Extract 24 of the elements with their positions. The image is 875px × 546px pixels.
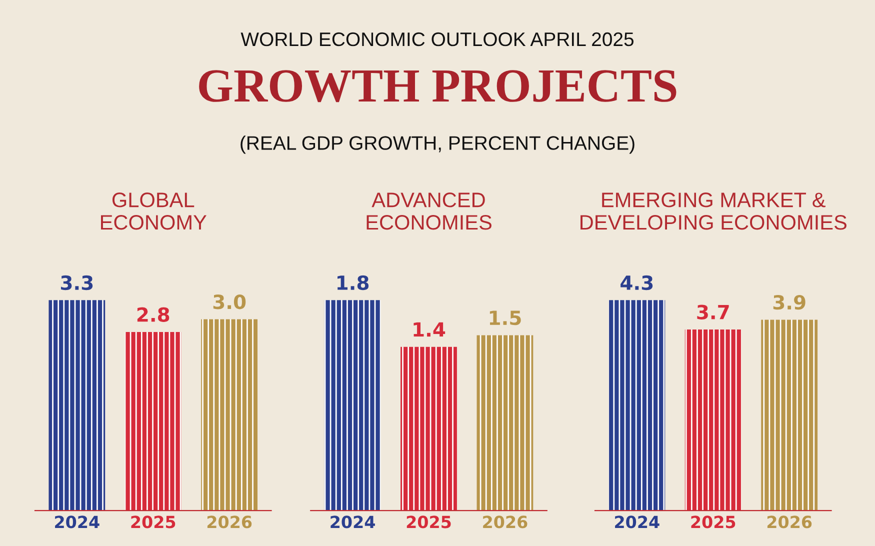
text: WORLD ECONOMIC OUTLOOK APRIL 2025	[240, 32, 634, 46]
data-label: 2.8	[137, 307, 170, 322]
chart-title: ADVANCED ECONOMIES	[366, 192, 492, 230]
data-label: 1.5	[490, 310, 521, 326]
chart-title: EMERGING MARKET & DEVELOPING ECONOMIES	[580, 192, 846, 230]
x-tick-label: 2025	[691, 516, 736, 528]
x-tick-label: 2025	[131, 516, 176, 528]
data-label: 1.4	[414, 322, 446, 337]
text: (REAL GDP GROWTH, PERCENT CHANGE)	[240, 136, 634, 154]
x-tick-label: 2025	[406, 516, 451, 528]
data-label: 3.0	[213, 294, 246, 310]
data-label: 3.3	[60, 275, 93, 290]
data-label: 1.8	[338, 275, 369, 290]
chart-title: GLOBAL ECONOMY	[101, 192, 206, 230]
x-tick-label: 2024	[55, 516, 100, 528]
data-label: 4.3	[620, 275, 653, 290]
x-tick-label: 2024	[615, 516, 660, 528]
data-label: 3.9	[773, 294, 806, 310]
data-label: 3.7	[697, 304, 729, 320]
x-tick-label: 2026	[483, 516, 528, 528]
x-tick-label: 2026	[767, 516, 812, 528]
x-tick-label: 2026	[207, 516, 252, 528]
x-tick-label: 2024	[330, 516, 375, 528]
text: GROWTH PROJECTS	[199, 70, 676, 102]
